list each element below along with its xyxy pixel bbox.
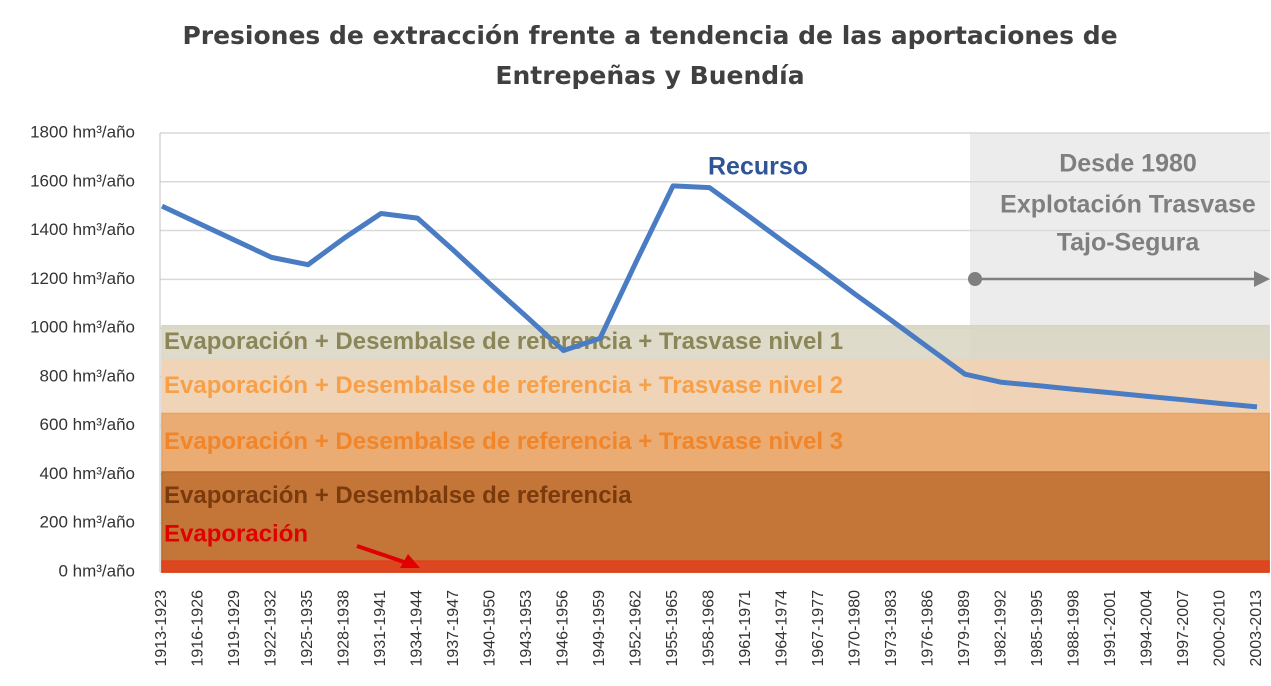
series-label: Recurso (708, 153, 808, 181)
x-tick-label: 1970-1980 (847, 590, 864, 667)
x-tick-label: 1976-1986 (920, 590, 937, 667)
evaporation-arrow-head (400, 554, 420, 568)
y-tick-label: 200 hm³/año (40, 513, 135, 532)
x-tick-label: 1952-1962 (628, 590, 645, 667)
x-tick-label: 1940-1950 (482, 590, 499, 667)
x-tick-label: 1913-1923 (153, 590, 170, 667)
y-tick-label: 800 hm³/año (40, 366, 135, 385)
x-tick-label: 1958-1968 (701, 590, 718, 667)
x-tick-label: 1994-2004 (1139, 590, 1156, 667)
y-tick-label: 400 hm³/año (40, 464, 135, 483)
y-tick-label: 1800 hm³/año (30, 122, 135, 141)
period-arrow-start (968, 272, 982, 286)
chart-title: Presiones de extracción frente a tendenc… (182, 21, 1118, 90)
annotation: Desde 1980 (1059, 150, 1197, 178)
line (160, 183, 1258, 410)
x-tick-label: 1973-1983 (883, 590, 900, 667)
annotation: Tajo-Segura (1057, 229, 1201, 257)
x-tick-label: 1964-1974 (774, 590, 791, 667)
y-tick-label: 1400 hm³/año (30, 220, 135, 239)
x-tick-label: 1925-1935 (299, 590, 316, 667)
x-tick-label: 1931-1941 (372, 590, 389, 667)
x-tick-label: 1988-1998 (1066, 590, 1083, 667)
x-tick-label: 1949-1959 (591, 590, 608, 667)
x-tick-label: 1928-1938 (336, 590, 353, 667)
band-label: Evaporación (164, 520, 308, 547)
band (161, 471, 1270, 573)
y-tick-label: 1600 hm³/año (30, 171, 135, 190)
y-tick-label: 1000 hm³/año (30, 318, 135, 337)
annotation: Explotación Trasvase (1000, 191, 1256, 219)
x-tick-label: 1919-1929 (226, 590, 243, 667)
x-tick-label: 1946-1956 (555, 590, 572, 667)
band-label: Evaporación + Desembalse de referencia +… (164, 428, 843, 455)
band (161, 560, 1270, 573)
evaporation-arrow (356, 544, 411, 566)
x-tick-label: 1943-1953 (518, 590, 535, 667)
x-tick-label: 1922-1932 (263, 590, 280, 667)
y-tick-label: 1200 hm³/año (30, 269, 135, 288)
x-tick-label: 1967-1977 (810, 590, 827, 667)
x-tick-label: 2003-2013 (1248, 590, 1265, 667)
band-label: Evaporación + Desembalse de referencia (164, 482, 632, 509)
x-tick-label: 1991-2001 (1102, 590, 1119, 667)
x-tick-label: 1985-1995 (1029, 590, 1046, 667)
x-tick-label: 1997-2007 (1175, 590, 1192, 667)
band-label: Evaporación + Desembalse de referencia +… (164, 328, 843, 355)
period-arrow-head (1254, 271, 1270, 287)
x-tick-label: 1937-1947 (445, 590, 462, 667)
x-tick-label: 1982-1992 (993, 590, 1010, 667)
bands: Evaporación + Desembalse de referencia +… (161, 324, 1270, 573)
x-tick-label: 1955-1965 (664, 590, 681, 667)
x-tick-label: 1979-1989 (956, 590, 973, 667)
x-tick-label: 2000-2010 (1212, 590, 1229, 667)
x-tick-label: 1934-1944 (409, 590, 426, 667)
y-tick-label: 600 hm³/año (40, 415, 135, 434)
band-label: Evaporación + Desembalse de referencia +… (164, 372, 843, 399)
x-tick-label: 1916-1926 (190, 590, 207, 667)
y-tick-label: 0 hm³/año (58, 561, 135, 580)
x-tick-label: 1961-1971 (737, 590, 754, 667)
